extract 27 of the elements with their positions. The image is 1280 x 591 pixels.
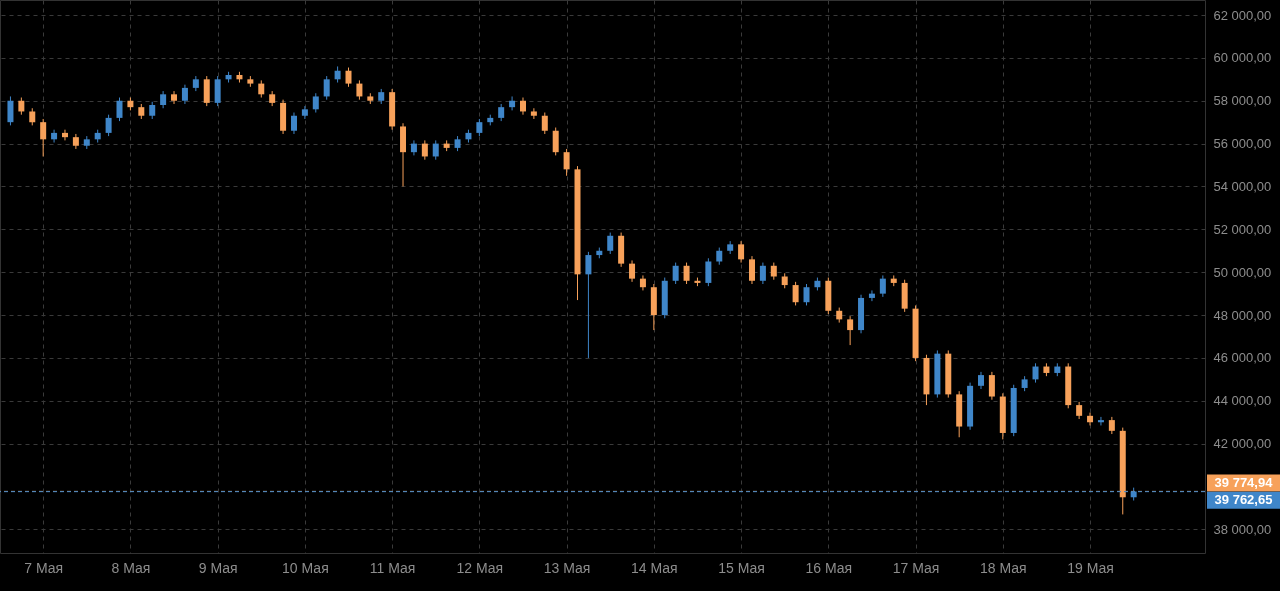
ref-line-label: 39 774,94 [1214, 474, 1274, 490]
x-tick-label: 18 Мая [979, 559, 1027, 576]
y-tick-label: 42 000,00 [1213, 436, 1272, 452]
y-tick-label: 56 000,00 [1213, 136, 1272, 152]
x-tick-label: 19 Мая [1067, 559, 1114, 576]
y-tick-label: 54 000,00 [1213, 178, 1272, 194]
x-tick-label: 11 Мая [369, 559, 416, 576]
x-tick-label: 10 Мая [282, 559, 329, 576]
x-tick-label: 17 Мая [892, 559, 940, 576]
x-tick-label: 15 Мая [718, 559, 765, 576]
y-tick-label: 62 000,00 [1213, 7, 1272, 23]
y-tick-label: 48 000,00 [1213, 307, 1272, 323]
y-tick-label: 52 000,00 [1213, 221, 1272, 237]
ref-line-label: 39 762,65 [1214, 492, 1273, 508]
x-tick-label: 16 Мая [805, 559, 853, 576]
x-tick-label: 9 Мая [198, 559, 238, 576]
x-tick-label: 12 Мая [456, 559, 504, 576]
y-tick-label: 46 000,00 [1213, 350, 1272, 366]
x-tick-label: 14 Мая [631, 559, 678, 576]
x-tick-label: 7 Мая [24, 559, 64, 576]
y-tick-label: 58 000,00 [1213, 93, 1272, 109]
x-tick-label: 8 Мая [111, 559, 151, 576]
y-tick-label: 60 000,00 [1213, 50, 1272, 66]
y-tick-label: 38 000,00 [1213, 521, 1272, 537]
y-tick-label: 44 000,00 [1213, 393, 1272, 409]
x-tick-label: 13 Мая [543, 559, 591, 576]
y-tick-label: 50 000,00 [1213, 264, 1272, 280]
